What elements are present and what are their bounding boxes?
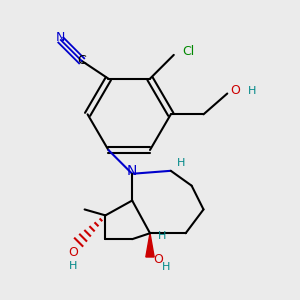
- Text: H: H: [177, 158, 185, 168]
- Text: N: N: [56, 31, 65, 44]
- Text: H: H: [68, 261, 77, 271]
- Text: O: O: [68, 246, 78, 259]
- Text: O: O: [230, 84, 240, 97]
- Text: H: H: [158, 231, 166, 241]
- Text: H: H: [162, 262, 170, 272]
- Text: O: O: [153, 254, 163, 266]
- Text: C: C: [77, 54, 86, 67]
- Text: Cl: Cl: [183, 45, 195, 58]
- Polygon shape: [146, 233, 154, 257]
- Text: N: N: [127, 164, 137, 178]
- Text: H: H: [248, 85, 256, 96]
